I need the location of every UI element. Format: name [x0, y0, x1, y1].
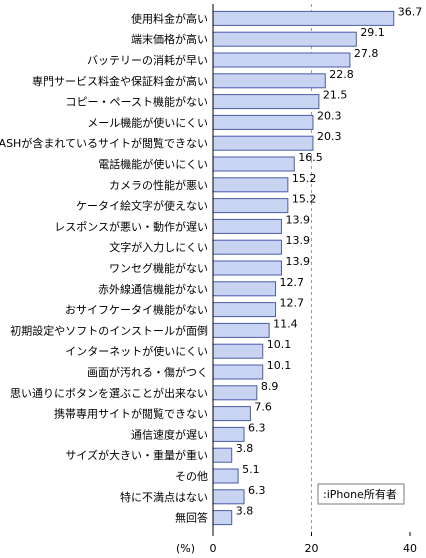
legend: :iPhone所有者: [317, 483, 405, 505]
category-label: バッテリーの消耗が早い: [87, 53, 208, 67]
bar: [212, 260, 282, 276]
x-tick-label: 0: [210, 542, 217, 555]
category-label: コピー・ペースト機能がない: [66, 95, 208, 109]
bar: [212, 94, 320, 110]
category-label: 初期設定やソフトのインストールが面倒: [10, 323, 208, 337]
x-axis-unit-label: (%): [176, 542, 195, 555]
value-label: 3.8: [236, 505, 254, 518]
bar: [212, 406, 251, 422]
value-label: 12.7: [280, 297, 305, 310]
value-label: 21.5: [323, 89, 348, 102]
category-label: メール機能が使いにくい: [87, 115, 208, 129]
bar: [212, 343, 264, 359]
category-label: 思い通りにボタンを選ぶことが出来ない: [10, 386, 208, 400]
value-labels: 36.7 29.1 27.822.8 21.5 20.3 20.3 16.5 15.2 15.2…: [236, 5, 423, 517]
value-label: 8.9: [261, 380, 279, 393]
category-label: 電話機能が使いにくい: [98, 157, 208, 171]
bar: [212, 385, 258, 401]
x-tick-label: 40: [403, 542, 417, 555]
bar: [212, 114, 314, 130]
bar: [212, 426, 245, 442]
bar: [212, 73, 326, 89]
bar: [212, 31, 357, 47]
bar: [212, 135, 314, 151]
value-label: 6.3: [248, 484, 266, 497]
category-label: 携帯専用サイトが閲覧できない: [54, 407, 208, 421]
legend-box: [317, 483, 405, 505]
bar: [212, 322, 270, 338]
category-label: 文字が入力しにくい: [109, 240, 208, 254]
category-label: 赤外線通信機能がない: [98, 282, 208, 296]
value-label: 10.1: [267, 359, 292, 372]
category-label: インターネットが使いにくい: [65, 344, 208, 358]
bars: [212, 10, 395, 526]
category-label: 特に不満点はない: [120, 490, 208, 504]
value-label: 7.6: [254, 401, 272, 414]
bar: [212, 177, 289, 193]
value-label: 20.3: [317, 109, 342, 122]
bar: [212, 198, 289, 214]
value-label: 5.1: [242, 463, 260, 476]
bar: [212, 281, 277, 297]
bar: [212, 156, 295, 172]
value-label: 13.9: [285, 255, 310, 268]
value-label: 11.4: [273, 317, 298, 330]
category-label: FLASHが含まれているサイトが閲覧できない: [0, 136, 208, 150]
bar: [212, 489, 245, 505]
bar: [212, 447, 233, 463]
value-label: 22.8: [329, 68, 354, 81]
category-label: その他: [175, 470, 208, 483]
value-label: 29.1: [360, 26, 385, 39]
bar: [212, 468, 239, 484]
category-label: 画面が汚れる・傷がつく: [87, 365, 208, 379]
value-label: 36.7: [398, 5, 423, 18]
bar: [212, 10, 395, 26]
category-label: ワンセグ機能がない: [109, 261, 208, 275]
value-label: 12.7: [280, 276, 305, 289]
category-label: 使用料金が高い: [131, 11, 208, 25]
value-label: 20.3: [317, 130, 342, 143]
value-label: 6.3: [248, 421, 266, 434]
legend-label: :iPhone所有者: [323, 487, 397, 501]
bar: [212, 239, 282, 255]
bar: [212, 364, 264, 380]
x-tick-label: 20: [305, 542, 319, 555]
category-label: 通信速度が遅い: [131, 427, 208, 441]
category-label: カメラの性能が悪い: [109, 178, 208, 192]
bar: [212, 510, 233, 526]
category-label: レスポンスが悪い・動作が遅い: [54, 219, 208, 233]
x-axis-ticks: 0 20 40: [210, 532, 417, 555]
category-label: サイズが大きい・重量が重い: [65, 448, 208, 462]
bar: [212, 52, 351, 68]
category-label: おサイフケータイ機能がない: [65, 303, 208, 317]
value-label: 27.8: [354, 47, 379, 60]
value-label: 13.9: [285, 234, 310, 247]
value-label: 15.2: [292, 172, 317, 185]
value-label: 13.9: [285, 213, 310, 226]
value-label: 16.5: [298, 151, 323, 164]
category-label: ケータイ絵文字が使えない: [76, 199, 208, 213]
category-label: 端末価格が高い: [131, 32, 208, 46]
category-label: 専門サービス料金や保証料金が高い: [32, 74, 208, 88]
bar: [212, 218, 282, 234]
category-labels: 使用料金が高い端末価格が高いバッテリーの消耗が早い専門サービス料金や保証料金が高…: [0, 11, 208, 524]
value-label: 3.8: [236, 442, 254, 455]
category-label: 無回答: [175, 511, 208, 525]
value-label: 10.1: [267, 338, 292, 351]
bar: [212, 302, 277, 318]
value-label: 15.2: [292, 193, 317, 206]
